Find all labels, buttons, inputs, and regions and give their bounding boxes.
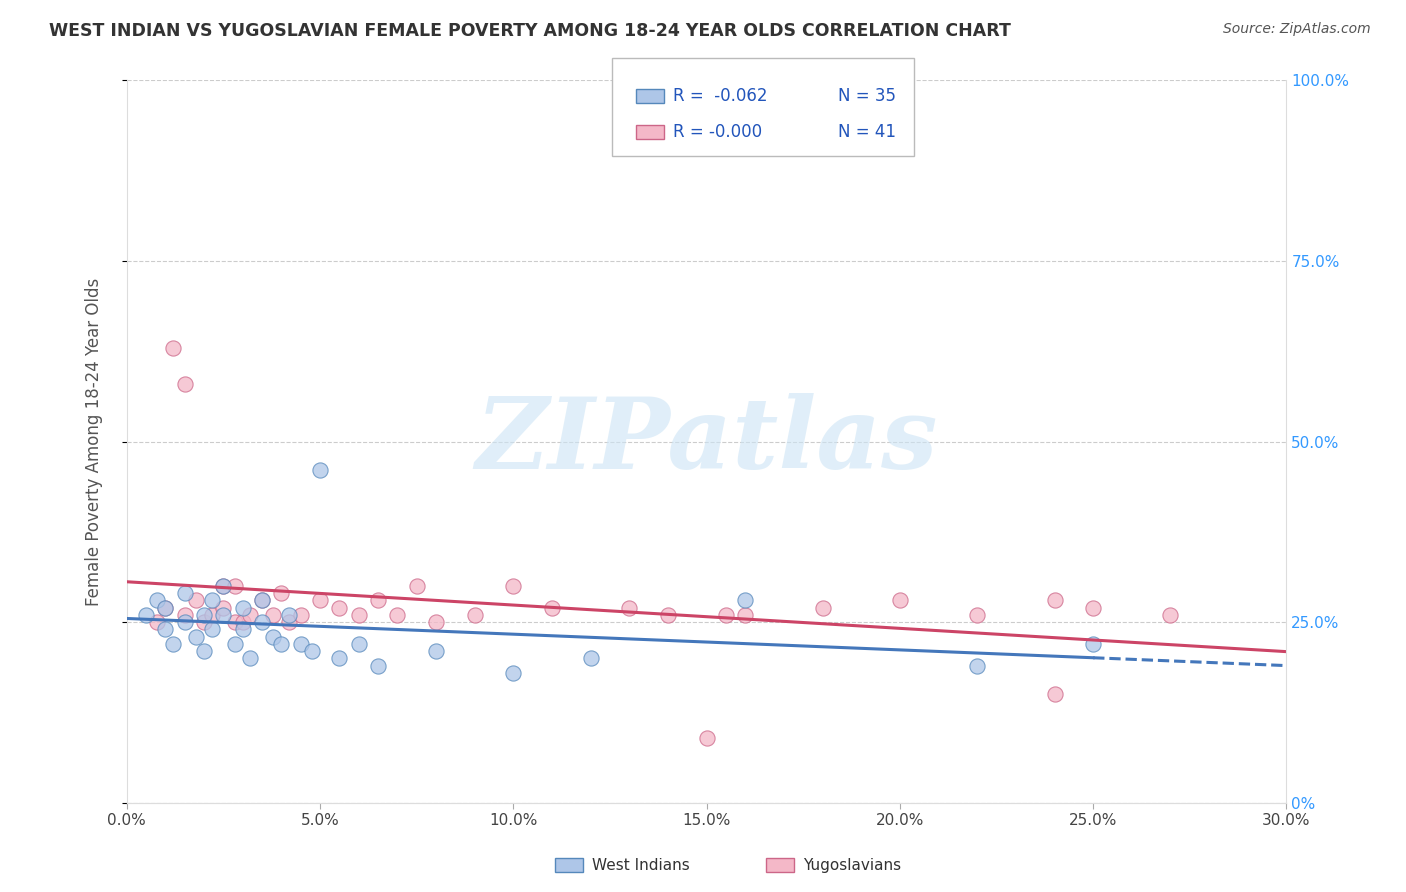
Point (193, 644, 215, 658)
Point (328, 600, 350, 615)
Point (1083, 637, 1105, 651)
Point (734, 593, 756, 607)
Point (153, 623, 177, 637)
Point (619, 600, 641, 615)
Point (309, 463, 332, 477)
Point (250, 593, 273, 607)
Point (224, 579, 246, 593)
Point (193, 607, 215, 622)
Point (540, 600, 562, 615)
Point (425, 644, 447, 658)
Point (301, 644, 323, 658)
Text: WEST INDIAN VS YUGOSLAVIAN FEMALE POVERTY AMONG 18-24 YEAR OLDS CORRELATION CHAR: WEST INDIAN VS YUGOSLAVIAN FEMALE POVERT… (49, 22, 1011, 40)
Point (385, 607, 409, 622)
Point (1043, 593, 1066, 607)
Point (201, 607, 224, 622)
Point (224, 637, 246, 651)
Point (162, 341, 184, 355)
Point (231, 615, 254, 630)
Point (239, 651, 262, 665)
Point (811, 600, 834, 615)
Point (347, 637, 370, 651)
Point (173, 607, 195, 622)
Point (239, 607, 262, 622)
Point (270, 637, 292, 651)
Point (290, 637, 312, 651)
Point (1083, 600, 1105, 615)
Point (201, 623, 224, 637)
Point (186, 593, 208, 607)
Point (425, 615, 447, 630)
Point (224, 615, 246, 630)
Text: Yugoslavians: Yugoslavians (803, 858, 901, 872)
Point (278, 607, 301, 622)
Point (262, 607, 284, 622)
Point (579, 651, 602, 665)
Point (309, 593, 332, 607)
Text: ZIPatlas: ZIPatlas (475, 393, 938, 490)
Text: R =  -0.062: R = -0.062 (673, 87, 768, 105)
Point (146, 593, 169, 607)
Point (1160, 607, 1182, 622)
Point (135, 607, 157, 622)
Point (502, 579, 524, 593)
Point (231, 623, 254, 637)
Point (153, 600, 177, 615)
Point (367, 658, 389, 673)
Point (347, 607, 370, 622)
Point (657, 607, 679, 622)
Point (889, 593, 911, 607)
Point (734, 607, 756, 622)
Point (201, 593, 224, 607)
Point (173, 586, 195, 600)
Point (502, 665, 524, 680)
Point (231, 600, 254, 615)
Point (212, 579, 235, 593)
Point (212, 607, 235, 622)
Point (270, 586, 292, 600)
Point (193, 615, 215, 630)
Text: Source: ZipAtlas.com: Source: ZipAtlas.com (1223, 22, 1371, 37)
Text: West Indians: West Indians (592, 858, 690, 872)
Point (212, 579, 235, 593)
Text: N = 35: N = 35 (838, 87, 896, 105)
Text: N = 41: N = 41 (838, 123, 896, 141)
Point (250, 615, 273, 630)
Point (173, 376, 195, 391)
Point (966, 658, 988, 673)
Point (262, 630, 284, 644)
Point (186, 630, 208, 644)
Point (696, 731, 718, 745)
Point (162, 637, 184, 651)
Point (966, 607, 988, 622)
Point (328, 651, 350, 665)
Point (278, 615, 301, 630)
Point (405, 579, 427, 593)
Point (212, 600, 235, 615)
Point (146, 615, 169, 630)
Point (173, 615, 195, 630)
Text: R = -0.000: R = -0.000 (673, 123, 762, 141)
Point (1043, 687, 1066, 701)
Point (464, 607, 486, 622)
Point (714, 607, 737, 622)
Y-axis label: Female Poverty Among 18-24 Year Olds: Female Poverty Among 18-24 Year Olds (84, 277, 103, 606)
Point (367, 593, 389, 607)
Point (153, 600, 177, 615)
Point (290, 607, 312, 622)
Point (250, 593, 273, 607)
